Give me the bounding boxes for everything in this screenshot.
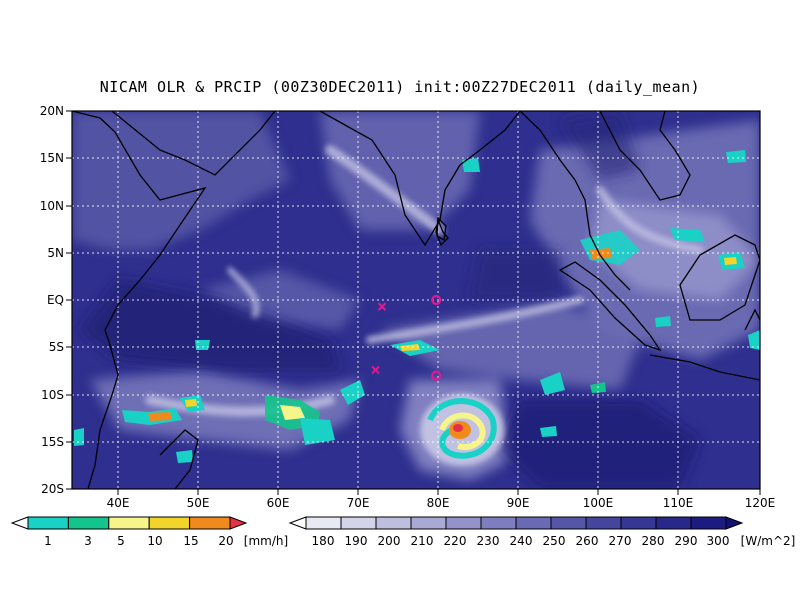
olr-colorbar-segment bbox=[410, 516, 447, 530]
lon-label: 120E bbox=[745, 496, 776, 510]
precip-colorbar-segment bbox=[189, 516, 231, 530]
x-marker bbox=[377, 302, 387, 311]
olr-colorbar-high-end bbox=[725, 516, 744, 530]
precip-label: 1 bbox=[44, 534, 52, 548]
olr-colorbar: 180 190 200 210 220 230 240 250 260 270 … bbox=[288, 516, 796, 548]
lon-label: 40E bbox=[107, 496, 130, 510]
lat-label: 20N bbox=[40, 104, 64, 118]
olr-label: 200 bbox=[378, 534, 401, 548]
olr-label: 260 bbox=[576, 534, 599, 548]
precip-unit: [mm/h] bbox=[244, 534, 288, 548]
longitude-labels: 40E 50E 60E 70E 80E 90E 100E 110E 120E bbox=[107, 496, 776, 510]
olr-colorbar-segment bbox=[340, 516, 377, 530]
precip-colorbar-segment bbox=[67, 516, 110, 530]
lon-label: 70E bbox=[347, 496, 370, 510]
lat-label: 5S bbox=[49, 340, 64, 354]
precip-colorbar-segment bbox=[148, 516, 191, 530]
olr-label: 180 bbox=[312, 534, 335, 548]
lon-label: 50E bbox=[187, 496, 210, 510]
lat-label: 10S bbox=[41, 388, 64, 402]
axis-ticks bbox=[66, 110, 761, 495]
graticule bbox=[72, 111, 760, 489]
lon-label: 110E bbox=[663, 496, 694, 510]
precip-label: 15 bbox=[183, 534, 198, 548]
olr-label: 190 bbox=[345, 534, 368, 548]
olr-label: 220 bbox=[444, 534, 467, 548]
olr-clear-field bbox=[80, 111, 700, 489]
precip-label: 20 bbox=[218, 534, 233, 548]
lon-label: 80E bbox=[427, 496, 450, 510]
precip-label: 3 bbox=[84, 534, 92, 548]
olr-colorbar-segment bbox=[480, 516, 517, 530]
olr-label: 280 bbox=[642, 534, 665, 548]
cyclone-system bbox=[420, 394, 504, 466]
precip-patches bbox=[74, 150, 760, 463]
lon-label: 90E bbox=[507, 496, 530, 510]
storm-markers bbox=[371, 294, 442, 381]
figure-title: NICAM OLR & PRCIP (00Z30DEC2011) init:00… bbox=[99, 78, 701, 96]
precip-colorbar-labels: 1 3 5 10 15 20 [mm/h] bbox=[44, 534, 288, 548]
olr-label: 230 bbox=[477, 534, 500, 548]
lon-label: 100E bbox=[583, 496, 614, 510]
olr-label: 270 bbox=[609, 534, 632, 548]
circle-marker bbox=[431, 370, 442, 381]
olr-colorbar-segment bbox=[655, 516, 692, 530]
precip-label: 10 bbox=[147, 534, 162, 548]
lon-label: 60E bbox=[267, 496, 290, 510]
precip-colorbar-high-end bbox=[229, 516, 248, 530]
olr-colorbar-segment bbox=[620, 516, 657, 530]
precip-colorbar-segment bbox=[108, 516, 150, 530]
circle-marker bbox=[431, 294, 442, 306]
precip-label: 5 bbox=[117, 534, 125, 548]
lat-label: 20S bbox=[41, 482, 64, 496]
latitude-labels: 20N 15N 10N 5N EQ 5S 10S 15S 20S bbox=[40, 104, 64, 496]
olr-colorbar-segment bbox=[550, 516, 587, 530]
olr-label: 210 bbox=[411, 534, 434, 548]
coastlines bbox=[72, 111, 760, 489]
olr-label: 300 bbox=[707, 534, 730, 548]
olr-colorbar-segment bbox=[690, 516, 727, 530]
olr-colorbar-labels: 180 190 200 210 220 230 240 250 260 270 … bbox=[312, 534, 796, 548]
olr-colorbar-segment bbox=[515, 516, 552, 530]
olr-colorbar-segment bbox=[305, 516, 342, 530]
lat-label: 15N bbox=[40, 151, 64, 165]
olr-label: 240 bbox=[510, 534, 533, 548]
lat-label: 15S bbox=[41, 435, 64, 449]
lat-label: 5N bbox=[47, 246, 64, 260]
olr-label: 250 bbox=[543, 534, 566, 548]
precip-colorbar: 1 3 5 10 15 20 [mm/h] bbox=[10, 516, 288, 548]
precip-colorbar-low-end bbox=[10, 516, 29, 530]
lat-label: EQ bbox=[47, 293, 64, 307]
lat-label: 10N bbox=[40, 199, 64, 213]
olr-label: 290 bbox=[675, 534, 698, 548]
olr-colorbar-low-end bbox=[288, 516, 307, 530]
map-field bbox=[72, 111, 760, 489]
x-marker bbox=[371, 365, 380, 375]
precip-colorbar-segment bbox=[27, 516, 69, 530]
olr-colorbar-segment bbox=[375, 516, 412, 530]
olr-unit: [W/m^2] bbox=[741, 534, 796, 548]
olr-colorbar-segment bbox=[445, 516, 482, 530]
olr-colorbar-segment bbox=[585, 516, 622, 530]
